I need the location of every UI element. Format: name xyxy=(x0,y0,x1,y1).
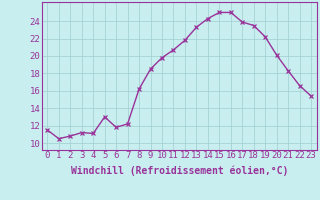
X-axis label: Windchill (Refroidissement éolien,°C): Windchill (Refroidissement éolien,°C) xyxy=(70,166,288,176)
